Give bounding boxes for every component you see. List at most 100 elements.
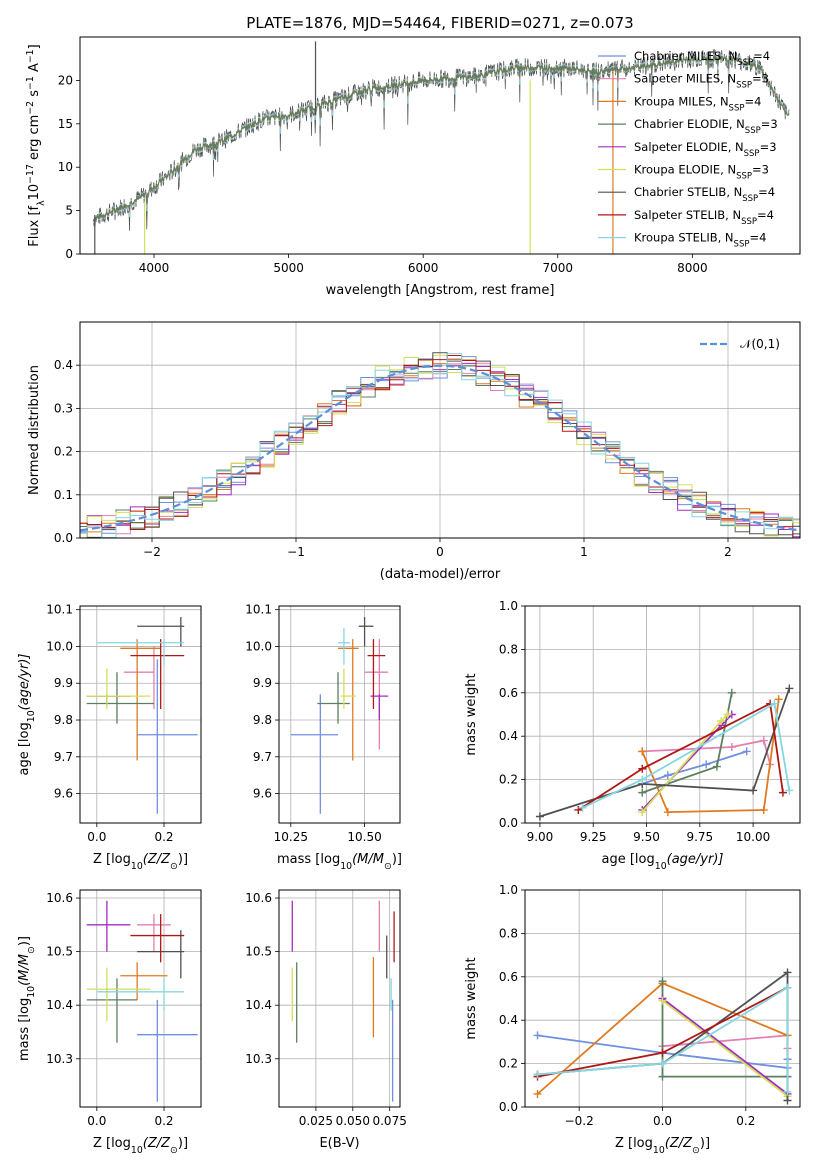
axes-frame: [278, 605, 401, 824]
y-tick-label: 10.1: [46, 603, 73, 617]
x-tick-label: −0.2: [565, 1114, 594, 1128]
x-axis-label: E(B-V): [319, 1136, 359, 1151]
point-marker: [638, 747, 647, 756]
x-axis-label: (data-model)/error: [380, 567, 501, 582]
y-tick-label: 0.8: [499, 642, 518, 656]
y-axis-label: mass weight: [464, 957, 479, 1039]
series-chabrier-elodie: [641, 692, 733, 794]
point-marker: [663, 771, 672, 780]
series-chabrier-elodie: [661, 981, 788, 1078]
y-tick-label: 9.6: [54, 787, 73, 801]
x-axis-label: Z [log10(Z/Z⊙)]: [615, 1136, 710, 1156]
point-marker: [759, 736, 768, 745]
point-marker: [727, 688, 736, 697]
point-marker: [658, 1048, 667, 1057]
axes-frame: [524, 889, 801, 1108]
y-tick-label: 9.7: [54, 750, 73, 764]
point-marker: [742, 747, 751, 756]
point-marker: [702, 760, 711, 769]
y-tick-label: 0.2: [499, 773, 518, 787]
series-kroupa-stelib: [537, 985, 789, 1092]
x-tick-label: 9.00: [527, 830, 554, 844]
y-tick-label: 0.0: [499, 816, 518, 830]
series-salpeter-stelib: [577, 702, 784, 811]
y-tick-label: 0.6: [499, 970, 518, 984]
point-marker: [712, 762, 721, 771]
y-tick-label: 10.5: [46, 945, 73, 959]
point-marker: [638, 764, 647, 773]
y-tick-label: 10.3: [46, 1052, 73, 1066]
y-tick-label: 20: [58, 73, 73, 87]
series-kroupa-stelib: [582, 702, 791, 809]
y-tick-label: 0.1: [54, 488, 73, 502]
y-tick-label: 10.4: [245, 998, 272, 1012]
point-marker: [658, 996, 667, 1005]
y-axis-label: Flux [fλ10−17 erg cm−2 s−1 A−1]: [25, 44, 47, 246]
x-tick-label: 0.0: [87, 830, 106, 844]
y-tick-label: 0.4: [54, 358, 73, 372]
series-kroupa-elodie: [641, 713, 729, 813]
axes-frame: [79, 321, 801, 539]
point-marker: [759, 805, 768, 814]
y-tick-label: 5: [65, 204, 73, 218]
y-tick-label: 10.4: [46, 998, 73, 1012]
y-tick-label: 0.6: [499, 686, 518, 700]
x-axis-label: wavelength [Angstrom, rest frame]: [326, 283, 555, 298]
y-tick-label: 1.0: [499, 599, 518, 613]
x-tick-label: 7000: [542, 261, 573, 275]
histograms: [80, 352, 800, 538]
point-marker: [533, 1031, 542, 1040]
y-tick-label: 1.0: [499, 883, 518, 897]
y-tick-label: 0.4: [499, 729, 518, 743]
axes-frame: [79, 605, 202, 824]
x-tick-label: 8000: [677, 261, 708, 275]
point-marker: [638, 808, 647, 817]
point-marker: [638, 775, 647, 784]
series-salpeter-elodie: [661, 997, 789, 1095]
point-marker: [783, 983, 792, 992]
point-marker: [774, 695, 783, 704]
y-tick-label: 0.0: [499, 1100, 518, 1114]
spectrum-lines: [93, 41, 790, 254]
y-axis-label: mass [log10(M/M⊙)]: [17, 936, 37, 1061]
legend-entry: Salpeter ELODIE, NSSP=3: [634, 140, 777, 159]
point-marker: [658, 1072, 667, 1081]
series-kroupa-elodie: [661, 999, 789, 1097]
y-tick-label: 10.6: [245, 891, 272, 905]
x-tick-label: −1: [287, 545, 305, 559]
x-tick-label: 10.00: [736, 830, 770, 844]
y-tick-label: 10: [58, 160, 73, 174]
x-tick-label: 0.2: [154, 1114, 173, 1128]
chart-age-vs-mass: 10.25 10.50 9.6 9.7 9.8 9.9 10.0 10.1 mass [log1…: [245, 603, 402, 872]
legend-entry: Kroupa STELIB, NSSP=4: [634, 231, 766, 250]
x-tick-label: 9.25: [580, 830, 607, 844]
point-marker: [783, 968, 792, 977]
x-tick-label: 0.0: [653, 1114, 672, 1128]
y-tick-label: 9.9: [253, 676, 272, 690]
x-tick-label: 4000: [139, 261, 170, 275]
y-tick-label: 0.3: [54, 401, 73, 415]
page-title: PLATE=1876, MJD=54464, FIBERID=0271, z=0…: [246, 14, 633, 32]
point-marker: [717, 717, 726, 726]
legend: Chabrier MILES, NSSP=4 Salpeter MILES, NS…: [598, 49, 778, 250]
x-tick-label: 2: [724, 545, 732, 559]
y-tick-label: 9.7: [253, 750, 272, 764]
y-tick-label: 9.8: [253, 713, 272, 727]
point-marker: [535, 812, 544, 821]
chart-residual-histogram: −2 −1 0 1 2 0.0 0.1 0.2 0.3 0.4 (data-model)/error…: [27, 321, 801, 582]
y-tick-label: 0: [65, 247, 73, 261]
x-tick-label: 0.025: [299, 1114, 333, 1128]
chart-mass-vs-Z: 0.0 0.2 10.3 10.4 10.5 10.6 Z [log10(Z/Z⊙)] mas…: [17, 889, 202, 1156]
x-tick-label: 10.50: [347, 830, 381, 844]
point-marker: [638, 788, 647, 797]
y-tick-label: 0.0: [54, 531, 73, 545]
legend-entry: Kroupa ELODIE, NSSP=3: [634, 163, 769, 182]
x-tick-label: 0.0: [87, 1114, 106, 1128]
hist-kroupa-miles: [80, 359, 800, 533]
x-tick-label: 0.2: [154, 830, 173, 844]
point-marker: [783, 1087, 792, 1096]
y-tick-label: 10.0: [245, 639, 272, 653]
y-tick-label: 9.6: [253, 787, 272, 801]
point-marker: [574, 805, 583, 814]
point-marker: [533, 1089, 542, 1098]
